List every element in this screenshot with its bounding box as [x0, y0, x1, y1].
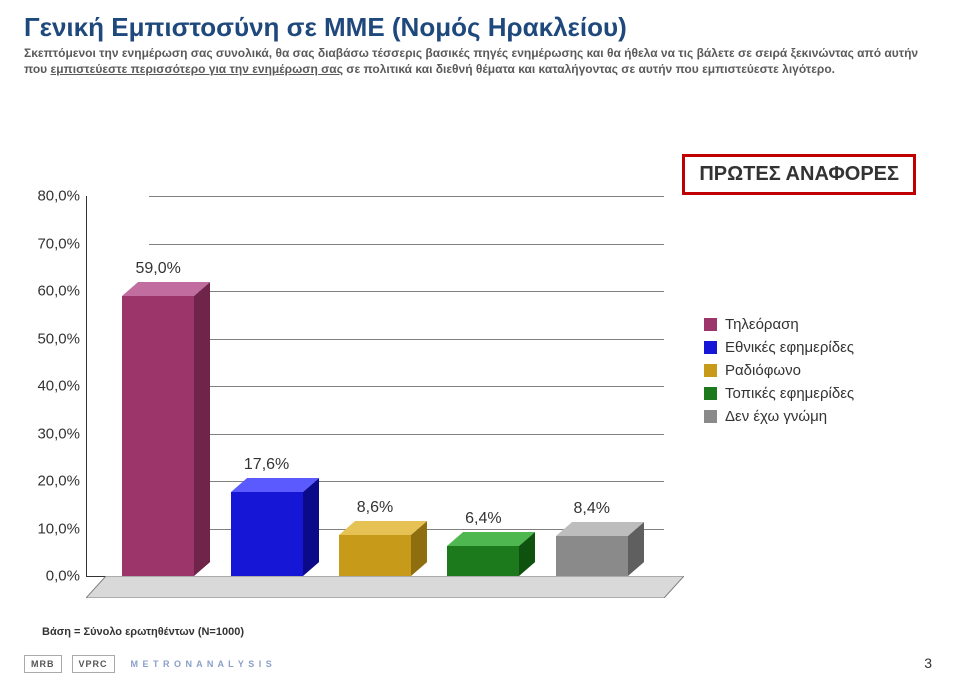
legend-item: Τοπικές εφημερίδες: [704, 385, 896, 402]
legend-swatch: [704, 364, 717, 377]
base-note: Βάση = Σύνολο ερωτηθέντων (Ν=1000): [42, 626, 244, 638]
callout-box: ΠΡΩΤΕΣ ΑΝΑΦΟΡΕΣ: [682, 154, 916, 195]
legend-swatch: [704, 318, 717, 331]
bar-chart: 0,0% 10,0% 20,0% 30,0% 40,0% 50,0% 60,0% 70,0% 8…: [24, 196, 936, 616]
legend-item: Τηλεόραση: [704, 316, 896, 333]
bar: 8,4%: [556, 536, 628, 576]
legend-item: Ραδιόφωνο: [704, 362, 896, 379]
legend-label: Τοπικές εφημερίδες: [725, 385, 854, 402]
chart-floor: [86, 576, 684, 598]
y-tick-label: 80,0%: [24, 188, 86, 205]
y-tick-label: 60,0%: [24, 283, 86, 300]
page-number: 3: [924, 655, 932, 671]
y-tick-label: 0,0%: [24, 568, 86, 585]
y-tick-label: 40,0%: [24, 378, 86, 395]
legend-swatch: [704, 410, 717, 423]
legend-item: Εθνικές εφημερίδες: [704, 339, 896, 356]
bars-container: 59,0% 17,6% 8,6% 6,4% 8,4%: [86, 196, 664, 576]
logo-vprc: VPRC: [72, 655, 115, 673]
legend-label: Ραδιόφωνο: [725, 362, 801, 379]
subtitle-underlined: εμπιστεύεστε περισσότερο για την ενημέρω…: [51, 62, 343, 76]
bar-value-label: 59,0%: [136, 260, 181, 278]
legend-swatch: [704, 387, 717, 400]
subtitle-mid: σε πολιτικά και διεθνή θέματα και καταλή…: [343, 62, 835, 76]
bar: 8,6%: [339, 535, 411, 576]
y-tick-label: 20,0%: [24, 473, 86, 490]
legend-item: Δεν έχω γνώμη: [704, 408, 896, 425]
legend-label: Τηλεόραση: [725, 316, 799, 333]
page-subtitle: Σκεπτόμενοι την ενημέρωση σας συνολικά, …: [24, 45, 936, 77]
y-tick-label: 10,0%: [24, 520, 86, 537]
legend-label: Δεν έχω γνώμη: [725, 408, 827, 425]
page-title: Γενική Εμπιστοσύνη σε ΜΜΕ (Νομός Ηρακλεί…: [24, 12, 936, 43]
bar: 6,4%: [447, 546, 519, 576]
y-axis: 0,0%10,0%20,0%30,0%40,0%50,0%60,0%70,0%8…: [24, 196, 86, 576]
legend-label: Εθνικές εφημερίδες: [725, 339, 854, 356]
y-tick-label: 50,0%: [24, 330, 86, 347]
y-tick-label: 30,0%: [24, 425, 86, 442]
bar-value-label: 6,4%: [465, 510, 501, 528]
bar-value-label: 8,4%: [574, 500, 610, 518]
bar-value-label: 17,6%: [244, 456, 289, 474]
logo-metron: M E T R O N A N A L Y S I S: [125, 656, 279, 672]
bar-value-label: 8,6%: [357, 499, 393, 517]
bar: 59,0%: [122, 296, 194, 576]
logo-mrb: MRB: [24, 655, 62, 673]
y-tick-label: 70,0%: [24, 235, 86, 252]
footer-logos: MRB VPRC M E T R O N A N A L Y S I S: [24, 655, 279, 673]
legend: Τηλεόραση Εθνικές εφημερίδες Ραδιόφωνο Τοπι…: [664, 196, 896, 616]
legend-swatch: [704, 341, 717, 354]
bar: 17,6%: [231, 492, 303, 576]
